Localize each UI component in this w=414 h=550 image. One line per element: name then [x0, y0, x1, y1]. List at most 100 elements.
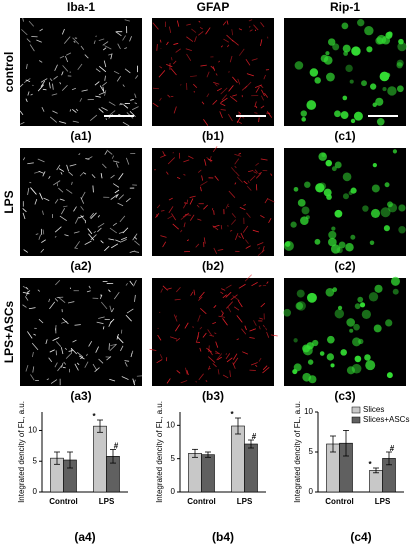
process — [197, 169, 202, 173]
cell — [338, 241, 346, 249]
process — [249, 328, 257, 332]
cell — [376, 117, 385, 126]
cell — [306, 100, 317, 110]
process — [244, 325, 247, 331]
process — [193, 91, 196, 93]
process — [52, 180, 61, 186]
process — [55, 279, 61, 286]
x-tick-label: LPS — [237, 497, 253, 506]
process — [207, 356, 216, 364]
process — [259, 84, 264, 88]
process — [265, 327, 268, 331]
process — [249, 175, 256, 181]
process — [253, 328, 255, 331]
cell — [349, 79, 354, 84]
cell — [283, 308, 292, 317]
process — [186, 36, 194, 42]
process — [101, 107, 108, 111]
cell — [353, 111, 363, 121]
process — [249, 337, 255, 339]
process — [261, 95, 264, 101]
process — [25, 364, 29, 372]
cell — [341, 22, 349, 30]
cell — [336, 247, 343, 254]
column-header: Iba-1 — [67, 0, 95, 14]
process — [232, 94, 238, 97]
process — [234, 165, 237, 169]
cell — [328, 230, 337, 239]
process — [236, 116, 242, 124]
process — [61, 320, 68, 324]
process — [252, 229, 260, 233]
bar — [231, 425, 245, 493]
column-header: Rip-1 — [330, 0, 360, 14]
significance: # — [390, 444, 395, 453]
y-axis-label: Integrated dencity of FL, a.u. — [293, 401, 302, 503]
micrograph-texture — [283, 149, 406, 254]
cell — [397, 42, 407, 52]
process — [136, 375, 144, 377]
process — [264, 92, 269, 98]
process — [183, 222, 186, 228]
process — [112, 222, 118, 226]
process — [255, 173, 262, 179]
micrograph-texture — [22, 149, 140, 253]
process — [124, 360, 130, 362]
process — [129, 36, 132, 42]
process — [182, 203, 187, 209]
process — [211, 207, 214, 211]
process — [38, 234, 41, 240]
micrograph — [152, 18, 274, 126]
panel-label: (c1) — [334, 129, 355, 143]
process — [100, 301, 108, 310]
process — [232, 295, 240, 302]
process — [45, 339, 48, 345]
cell — [361, 80, 367, 87]
process — [229, 95, 238, 102]
process — [54, 236, 57, 238]
process — [189, 198, 194, 205]
process — [81, 89, 88, 92]
column-header: GFAP — [197, 0, 230, 14]
error-bar — [110, 449, 116, 464]
cell — [328, 237, 337, 247]
process — [50, 379, 58, 384]
process — [94, 367, 100, 373]
process — [262, 324, 265, 328]
legend-swatch — [351, 416, 361, 424]
process — [55, 325, 57, 331]
process — [125, 314, 132, 322]
y-tick-label: 0 — [171, 487, 176, 496]
process — [254, 29, 257, 32]
process — [43, 197, 50, 201]
cell — [305, 215, 310, 220]
process — [93, 40, 96, 45]
cell — [386, 372, 393, 379]
process — [63, 205, 68, 208]
process — [60, 347, 64, 355]
panel-label: (a1) — [70, 129, 91, 143]
error-bar — [54, 451, 60, 465]
process — [199, 308, 207, 315]
process — [234, 158, 240, 165]
process — [74, 216, 79, 224]
process — [226, 44, 230, 48]
cell — [345, 242, 354, 252]
process — [214, 175, 219, 181]
cell — [364, 25, 374, 36]
process — [111, 155, 115, 159]
process — [268, 217, 272, 223]
process — [266, 331, 270, 338]
process — [56, 164, 61, 171]
cell — [357, 296, 364, 303]
process — [135, 75, 139, 79]
process — [251, 282, 258, 287]
process — [72, 109, 77, 113]
process — [258, 357, 262, 362]
process — [120, 345, 124, 352]
process — [231, 219, 237, 225]
process — [162, 241, 167, 248]
process — [124, 19, 130, 22]
process — [75, 108, 79, 112]
process — [238, 283, 246, 289]
